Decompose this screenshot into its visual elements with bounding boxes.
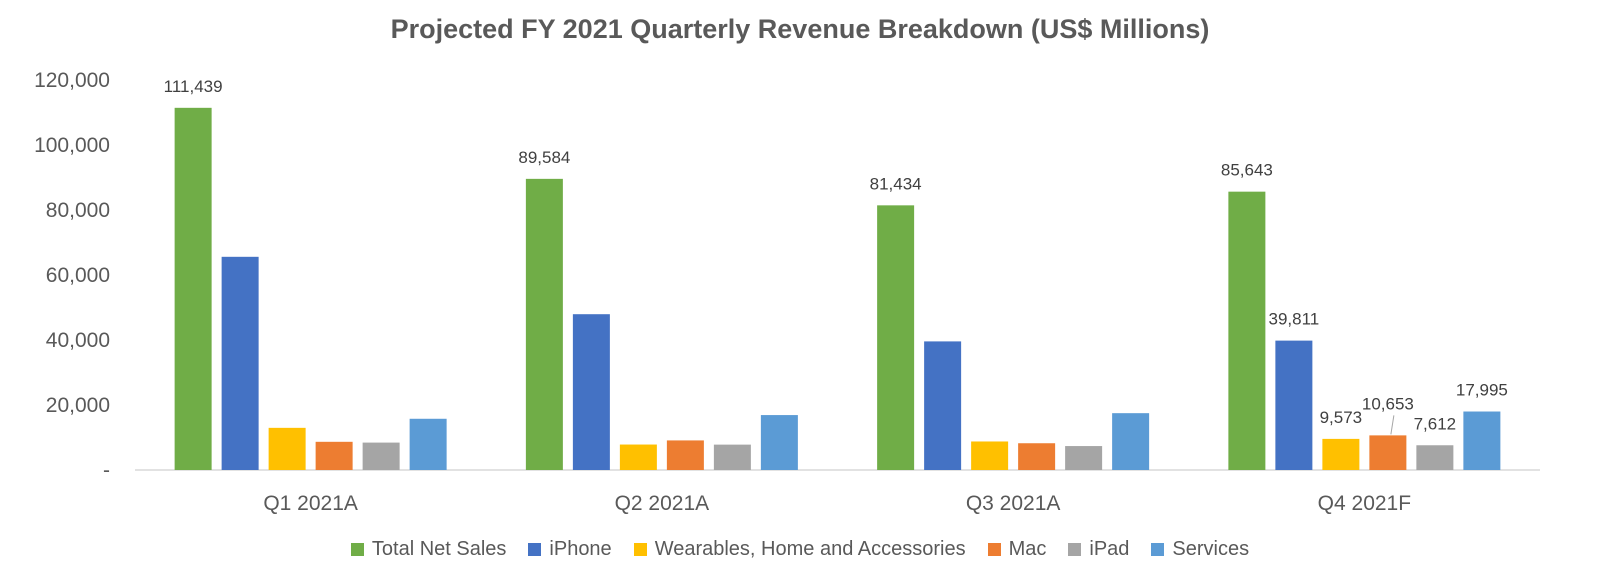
data-label: 17,995 [1456,381,1508,400]
chart-title: Projected FY 2021 Quarterly Revenue Brea… [390,14,1210,44]
bar-services-3 [1112,413,1150,470]
y-tick-label: 100,000 [34,134,110,157]
bar-iphone-1 [221,256,259,470]
y-tick-label: 80,000 [46,199,110,222]
legend-swatch [1151,543,1165,556]
bar-services-2 [760,415,798,470]
y-tick-label: 20,000 [46,394,110,417]
bar-total-net-sales-3 [877,205,915,471]
bar-total-net-sales-2 [525,178,563,471]
x-tick-label: Q1 2021A [263,492,358,515]
legend-label: Mac [1008,538,1047,560]
data-label: 81,434 [870,174,922,193]
y-tick-label: 60,000 [46,264,110,287]
bar-ipad-2 [713,444,751,470]
legend-item: Total Net Sales [350,538,507,561]
y-tick-label: 40,000 [46,329,110,352]
data-label: 111,439 [164,77,223,96]
bar-total-net-sales-1 [174,107,212,471]
y-tick-label: - [103,459,110,482]
bar-wearables-home-and-accessories-2 [619,444,657,470]
legend-item: iPad [1068,538,1129,561]
x-tick-label: Q4 2021F [1318,492,1411,515]
legend-swatch [350,543,364,556]
legend-label: iPhone [549,538,612,560]
bar-wearables-home-and-accessories-3 [971,441,1009,470]
bar-ipad-4 [1416,445,1454,470]
bar-ipad-1 [362,442,400,470]
bar-mac-2 [666,440,704,470]
bar-iphone-2 [572,314,610,470]
bar-total-net-sales-4 [1228,191,1266,470]
data-label: 85,643 [1221,161,1273,180]
data-label: 7,612 [1414,414,1457,433]
data-label: 10,653 [1362,394,1414,413]
data-label: 89,584 [518,148,570,167]
legend: Total Net Sales iPhone Wearables, Home and… [0,538,1600,561]
bar-services-1 [409,418,447,470]
bar-iphone-4 [1275,340,1313,470]
legend-item: Wearables, Home and Accessories [633,538,966,561]
y-tick-label: 120,000 [34,69,110,92]
legend-swatch [987,543,1001,556]
legend-item: iPhone [528,538,612,561]
legend-item: Services [1151,538,1249,561]
legend-swatch [1068,543,1082,556]
bar-wearables-home-and-accessories-1 [268,427,306,470]
data-label: 9,573 [1320,408,1363,427]
legend-label: iPad [1089,538,1130,560]
legend-label: Services [1172,538,1250,560]
bar-ipad-3 [1065,446,1103,470]
x-tick-label: Q3 2021A [966,492,1061,515]
x-tick-label: Q2 2021A [615,492,710,515]
legend-swatch [528,543,542,556]
legend-label: Total Net Sales [371,538,507,560]
legend-swatch [633,543,647,556]
bar-mac-4 [1369,435,1407,470]
bar-iphone-3 [924,341,962,470]
data-label: 39,811 [1269,310,1320,329]
data-label-leader [1390,415,1395,435]
bar-mac-1 [315,441,353,470]
legend-item: Mac [987,538,1047,561]
bar-services-4 [1463,411,1501,470]
bar-mac-3 [1018,443,1056,470]
legend-label: Wearables, Home and Accessories [654,538,966,560]
bar-wearables-home-and-accessories-4 [1322,438,1360,470]
